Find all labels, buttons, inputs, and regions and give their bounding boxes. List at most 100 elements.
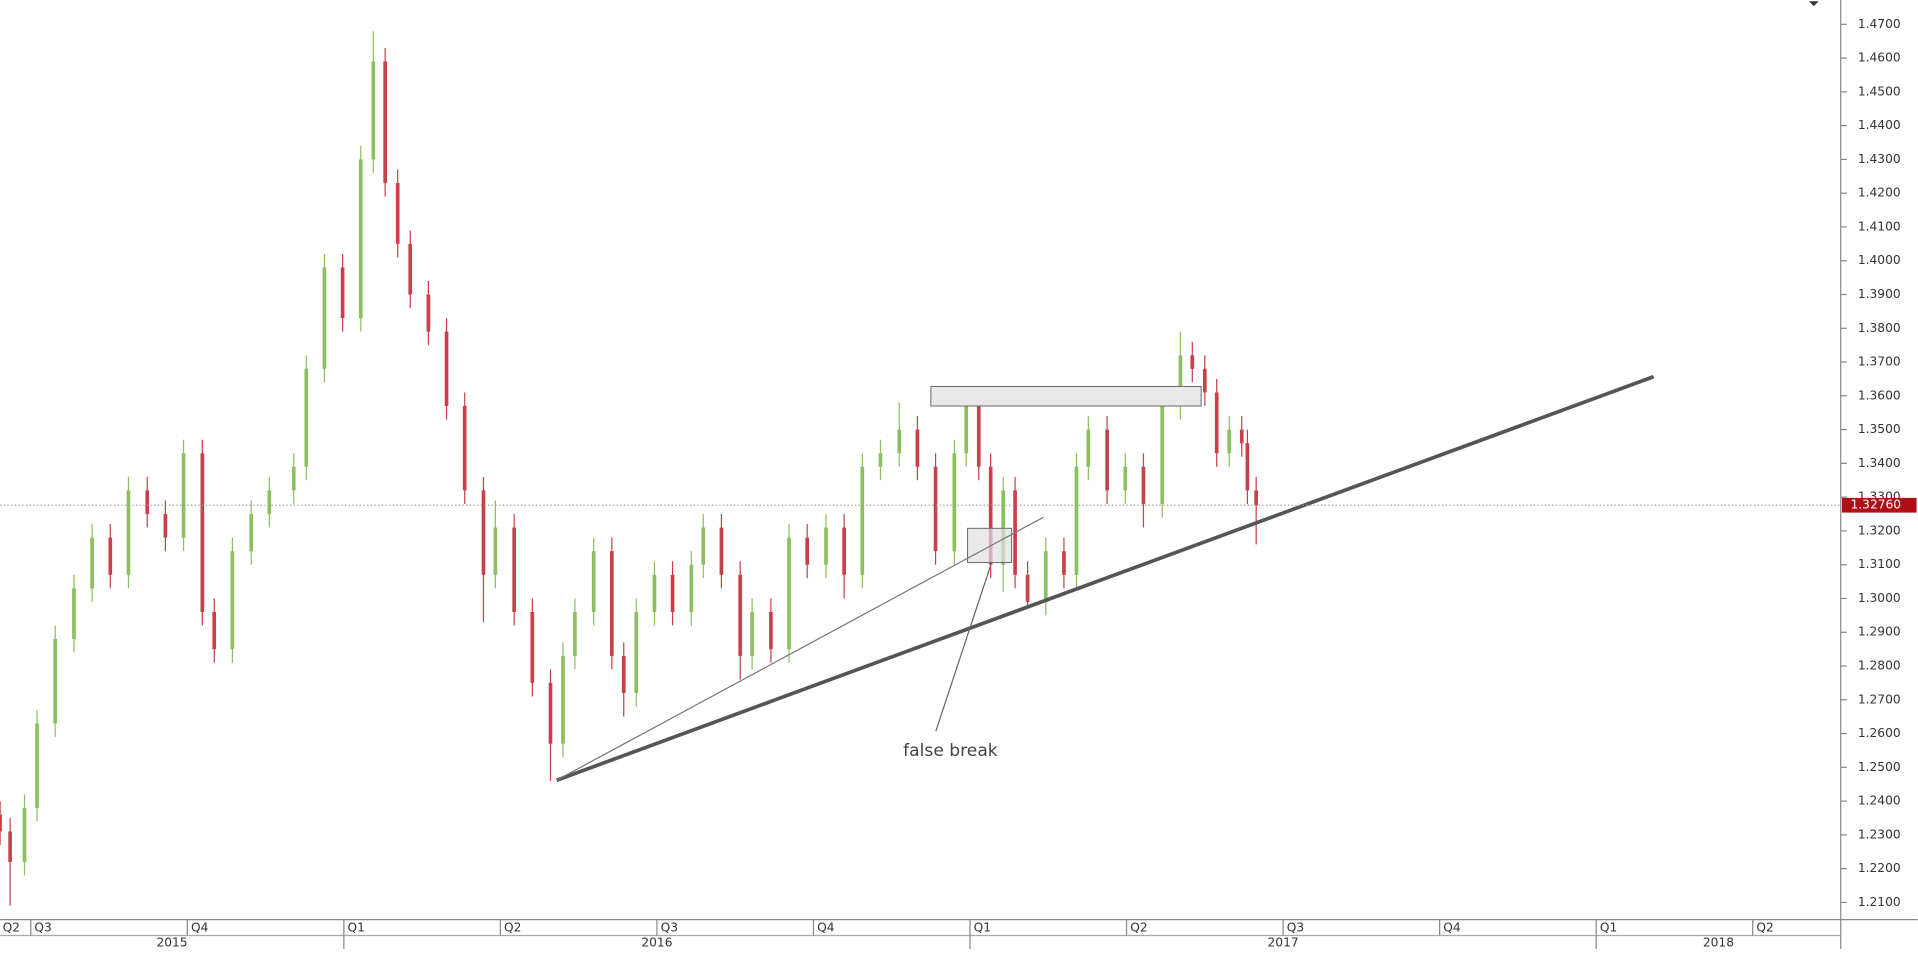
body [805, 537, 810, 565]
body [933, 466, 938, 552]
body [976, 405, 981, 467]
x-tick-label: Q3 [34, 921, 51, 935]
body [634, 611, 639, 694]
body [322, 267, 327, 369]
body [1074, 466, 1079, 575]
body [573, 611, 577, 656]
body [964, 405, 969, 454]
body [200, 453, 205, 612]
y-tick-label: 1.4300 [1858, 152, 1901, 166]
x-tick-label: Q4 [817, 921, 835, 935]
body [462, 405, 467, 491]
body [1086, 429, 1091, 467]
body [22, 807, 27, 862]
body [212, 611, 217, 650]
body [358, 159, 363, 319]
body [181, 453, 186, 538]
body [591, 551, 596, 612]
body [701, 527, 706, 565]
last-price-label: 1.32760 [1851, 498, 1902, 512]
body [738, 574, 743, 656]
x-tick-label: Q1 [1600, 921, 1617, 935]
body [426, 294, 431, 332]
x-tick-label: Q4 [191, 921, 209, 935]
y-tick-label: 1.4000 [1858, 253, 1901, 267]
body [291, 466, 296, 491]
body [1227, 429, 1232, 454]
body [1001, 490, 1006, 565]
y-tick-label: 1.2600 [1858, 726, 1901, 740]
body [1239, 429, 1244, 444]
body [610, 551, 614, 656]
body [652, 574, 657, 612]
x-tick-label: Q3 [661, 921, 678, 935]
body [1178, 355, 1183, 406]
body [249, 514, 254, 552]
body [988, 466, 993, 565]
y-tick-label: 1.3500 [1858, 422, 1901, 436]
y-tick-label: 1.2200 [1858, 861, 1901, 875]
y-tick-label: 1.2300 [1858, 827, 1901, 841]
y-tick-label: 1.4700 [1858, 17, 1901, 31]
body [1025, 574, 1030, 602]
body [512, 527, 516, 612]
body [719, 527, 724, 575]
body [90, 537, 94, 589]
y-tick-label: 1.3000 [1858, 591, 1901, 605]
body [1141, 466, 1146, 504]
body [53, 638, 58, 724]
body [1123, 466, 1128, 491]
y-tick-label: 1.2700 [1858, 692, 1901, 706]
body [897, 429, 902, 454]
y-tick-label: 1.4600 [1858, 51, 1901, 65]
y-tick-label: 1.3400 [1858, 456, 1901, 470]
body [689, 564, 694, 612]
x-tick-label: Q2 [1130, 921, 1147, 935]
body [860, 466, 865, 575]
body [842, 527, 846, 575]
x-tick-label: Q1 [974, 921, 991, 935]
y-tick-label: 1.3200 [1858, 523, 1901, 537]
body [383, 61, 388, 184]
y-tick-label: 1.2500 [1858, 760, 1901, 774]
year-label: 2016 [641, 935, 672, 949]
y-tick-label: 1.4100 [1858, 219, 1901, 233]
menu-arrow[interactable] [1808, 1, 1819, 7]
body [1043, 551, 1048, 602]
body [824, 527, 828, 565]
y-tick-label: 1.3900 [1858, 287, 1901, 301]
body [1062, 551, 1066, 575]
body [35, 723, 39, 808]
body [340, 267, 345, 319]
body [561, 655, 565, 744]
body [1245, 443, 1250, 491]
body [481, 490, 486, 575]
body [395, 183, 400, 244]
body [493, 527, 498, 575]
body [1105, 429, 1109, 491]
y-tick-label: 1.2100 [1858, 895, 1901, 909]
x-tick-label: Q4 [1443, 921, 1461, 935]
y-tick-label: 1.3700 [1858, 355, 1901, 369]
body [444, 331, 449, 406]
resistance-zone [930, 385, 1202, 407]
body [304, 368, 309, 467]
body [750, 611, 754, 656]
x-tick-label: Q3 [1287, 921, 1304, 935]
annotation: false break [903, 741, 998, 761]
body [145, 490, 150, 515]
body [1254, 490, 1258, 506]
body [769, 611, 773, 650]
trendline [556, 374, 1655, 782]
body [163, 514, 168, 538]
body [952, 453, 957, 552]
x-tick-label: Q2 [1756, 921, 1773, 935]
body [267, 490, 272, 515]
last-price-box [1841, 497, 1917, 513]
body [1214, 392, 1219, 454]
y-tick-label: 1.2900 [1858, 625, 1901, 639]
y-tick-label: 1.2400 [1858, 794, 1901, 808]
body [1160, 405, 1165, 504]
